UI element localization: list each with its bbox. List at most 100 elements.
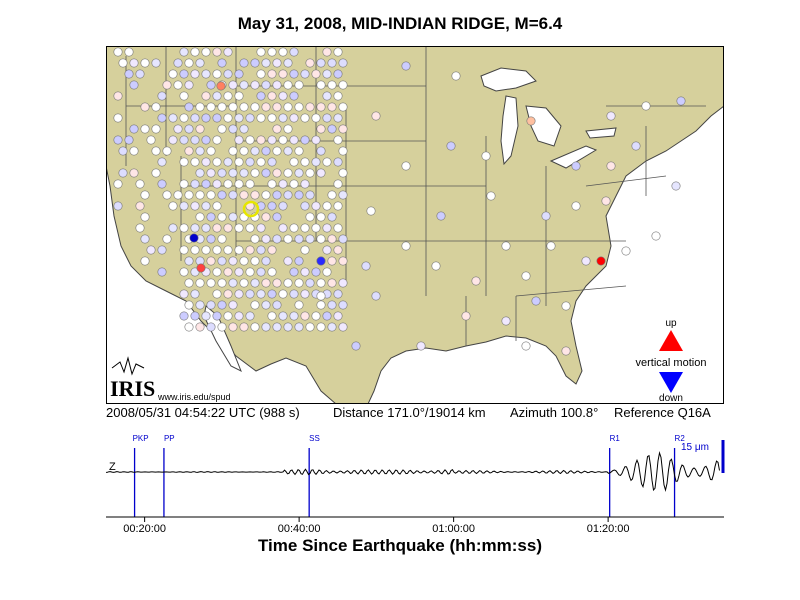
station-marker[interactable] [272, 102, 282, 112]
station-marker[interactable] [256, 135, 266, 145]
station-marker[interactable] [267, 91, 277, 101]
station-marker[interactable] [289, 223, 299, 233]
station-marker[interactable] [228, 300, 238, 310]
station-marker[interactable] [305, 278, 315, 288]
station-marker[interactable] [351, 341, 361, 351]
station-marker[interactable] [113, 135, 123, 145]
station-marker[interactable] [179, 201, 189, 211]
station-marker[interactable] [228, 322, 238, 332]
station-marker[interactable] [245, 223, 255, 233]
station-marker[interactable] [541, 211, 551, 221]
station-marker[interactable] [184, 256, 194, 266]
station-marker[interactable] [256, 113, 266, 123]
station-marker[interactable] [212, 245, 222, 255]
station-marker[interactable] [283, 190, 293, 200]
station-marker[interactable] [184, 190, 194, 200]
station-marker[interactable] [217, 190, 227, 200]
station-marker[interactable] [272, 168, 282, 178]
station-marker[interactable] [300, 157, 310, 167]
station-marker[interactable] [256, 245, 266, 255]
station-marker[interactable] [289, 91, 299, 101]
station-marker[interactable] [316, 300, 326, 310]
station-marker[interactable] [289, 289, 299, 299]
station-marker[interactable] [245, 179, 255, 189]
station-marker[interactable] [261, 102, 271, 112]
station-marker[interactable] [190, 69, 200, 79]
station-marker[interactable] [228, 168, 238, 178]
station-marker[interactable] [261, 168, 271, 178]
station-marker[interactable] [338, 80, 348, 90]
station-marker[interactable] [322, 157, 332, 167]
station-marker[interactable] [256, 289, 266, 299]
station-marker[interactable] [201, 113, 211, 123]
station-marker[interactable] [327, 322, 337, 332]
station-marker[interactable] [316, 124, 326, 134]
station-marker[interactable] [173, 124, 183, 134]
station-marker[interactable] [190, 113, 200, 123]
station-marker[interactable] [168, 113, 178, 123]
station-marker[interactable] [201, 311, 211, 321]
station-marker[interactable] [206, 102, 216, 112]
station-marker[interactable] [300, 223, 310, 233]
station-marker[interactable] [546, 241, 556, 251]
station-marker[interactable] [651, 231, 661, 241]
station-marker[interactable] [206, 234, 216, 244]
station-marker[interactable] [283, 234, 293, 244]
station-marker[interactable] [294, 190, 304, 200]
station-marker[interactable] [606, 161, 616, 171]
station-marker[interactable] [173, 190, 183, 200]
station-marker[interactable] [113, 47, 123, 57]
station-marker[interactable] [316, 322, 326, 332]
station-marker[interactable] [338, 256, 348, 266]
station-marker[interactable] [561, 301, 571, 311]
station-marker[interactable] [305, 102, 315, 112]
station-marker[interactable] [333, 289, 343, 299]
station-marker[interactable] [228, 124, 238, 134]
station-marker[interactable] [294, 300, 304, 310]
station-marker[interactable] [267, 267, 277, 277]
station-marker[interactable] [223, 69, 233, 79]
station-marker[interactable] [305, 58, 315, 68]
station-marker[interactable] [267, 135, 277, 145]
station-marker[interactable] [300, 179, 310, 189]
station-marker[interactable] [401, 241, 411, 251]
station-marker[interactable] [179, 179, 189, 189]
station-marker[interactable] [300, 311, 310, 321]
station-marker[interactable] [256, 47, 266, 57]
station-marker[interactable] [256, 267, 266, 277]
station-marker[interactable] [234, 245, 244, 255]
station-marker[interactable] [179, 223, 189, 233]
station-marker[interactable] [300, 113, 310, 123]
station-marker[interactable] [201, 47, 211, 57]
station-marker[interactable] [223, 179, 233, 189]
station-marker[interactable] [256, 223, 266, 233]
station-marker[interactable] [184, 124, 194, 134]
station-marker[interactable] [250, 80, 260, 90]
station-marker[interactable] [300, 69, 310, 79]
station-marker[interactable] [234, 289, 244, 299]
station-marker[interactable] [179, 47, 189, 57]
station-marker[interactable] [283, 124, 293, 134]
station-marker[interactable] [327, 278, 337, 288]
station-marker[interactable] [157, 157, 167, 167]
station-marker[interactable] [223, 311, 233, 321]
station-marker[interactable] [501, 241, 511, 251]
station-marker[interactable] [206, 212, 216, 222]
station-marker[interactable] [179, 135, 189, 145]
station-marker[interactable] [371, 291, 381, 301]
station-marker[interactable] [212, 135, 222, 145]
station-marker[interactable] [311, 113, 321, 123]
station-marker[interactable] [124, 69, 134, 79]
station-marker[interactable] [278, 201, 288, 211]
station-marker[interactable] [190, 311, 200, 321]
station-marker[interactable] [261, 190, 271, 200]
station-marker[interactable] [322, 69, 332, 79]
station-marker[interactable] [113, 201, 123, 211]
station-marker[interactable] [212, 311, 222, 321]
station-marker[interactable] [195, 212, 205, 222]
station-marker[interactable] [283, 102, 293, 112]
station-marker[interactable] [316, 80, 326, 90]
station-marker[interactable] [333, 157, 343, 167]
station-marker[interactable] [124, 47, 134, 57]
station-marker[interactable] [327, 190, 337, 200]
